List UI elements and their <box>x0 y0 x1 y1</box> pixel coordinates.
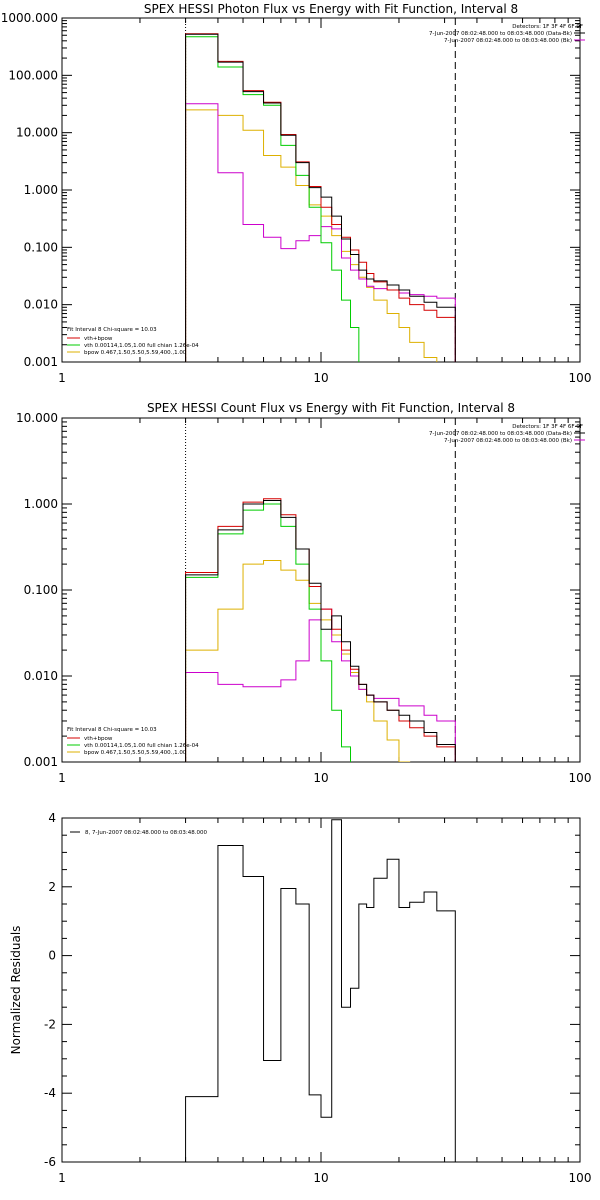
photon-fit-model-label: vth+bpow <box>84 336 113 342</box>
x-tick-label: 1 <box>58 371 66 385</box>
x-tick-label: 100 <box>569 1171 592 1185</box>
series-vth-line <box>185 503 352 762</box>
photon-info-bk: 7-Jun-2007 08:02:48.000 to 08:03:48.000 … <box>444 38 572 44</box>
count-fit-bpow-label: bpow 0.467,1.50,5.50,5.59,400.,1.00 <box>84 750 187 756</box>
y-tick-label: -2 <box>44 1017 56 1031</box>
y-tick-label: 0.010 <box>24 669 58 683</box>
series-bk-line <box>185 608 456 762</box>
x-tick-label: 10 <box>313 771 328 785</box>
y-tick-label: 0.100 <box>24 240 58 254</box>
residuals-legend: 8, 7-Jun-2007 08:02:48.000 to 08:03:48.0… <box>70 830 208 836</box>
y-tick-label: 0 <box>48 949 56 963</box>
y-tick-label: 4 <box>48 811 56 825</box>
y-tick-label: 10.000 <box>16 411 58 425</box>
series-model-line <box>185 33 456 362</box>
y-tick-label: -6 <box>44 1155 56 1169</box>
x-tick-label: 100 <box>569 371 592 385</box>
photon-panel-title: SPEX HESSI Photon Flux vs Energy with Fi… <box>144 2 518 16</box>
x-tick-label: 10 <box>313 1171 328 1185</box>
residuals-axis-ticks: 1 10 100 -6 -4 -2 0 2 4 <box>44 811 591 1185</box>
series-model-line <box>185 498 456 762</box>
photon-fit-vth-label: vth 0.00114,1.05,1.00 full chian 1.26e-0… <box>84 343 199 349</box>
y-tick-label: 100.000 <box>8 68 58 82</box>
photon-info-legend: Detectors: 1F 3F 4F 6F 9F 7-Jun-2007 08:… <box>429 24 585 44</box>
count-info-detectors: Detectors: 1F 3F 4F 6F 9F <box>512 424 583 430</box>
residuals-panel: Normalized Residuals 1 10 100 -6 -4 -2 0 2 4 8, … <box>9 811 591 1185</box>
photon-fit-bpow-label: bpow 0.467,1.50,5.50,5.59,400.,1.00 <box>84 350 187 356</box>
photon-flux-panel: SPEX HESSI Photon Flux vs Energy with Fi… <box>1 2 592 385</box>
y-tick-label: 0.001 <box>24 355 58 369</box>
count-flux-panel: SPEX HESSI Count Flux vs Energy with Fit… <box>16 401 591 785</box>
photon-fit-title: Fit Interval 8 Chi-square = 10.03 <box>67 327 157 333</box>
y-tick-label: 0.010 <box>24 298 58 312</box>
residuals-line <box>185 819 456 1162</box>
count-info-databk: 7-Jun-2007 08:02:48.000 to 08:03:48.000 … <box>429 431 572 437</box>
count-axis-ticks: 1 10 100 0.001 0.010 0.100 1.000 10.000 <box>16 411 591 785</box>
x-tick-label: 100 <box>569 771 592 785</box>
count-info-bk: 7-Jun-2007 08:02:48.000 to 08:03:48.000 … <box>444 438 572 444</box>
x-tick-label: 1 <box>58 771 66 785</box>
count-fit-title: Fit Interval 8 Chi-square = 10.03 <box>67 727 157 733</box>
y-tick-label: 2 <box>48 880 56 894</box>
y-tick-label: 1.000 <box>24 183 58 197</box>
x-tick-label: 10 <box>313 371 328 385</box>
series-vth-line <box>185 36 360 362</box>
series-total-line <box>185 33 456 362</box>
photon-info-databk: 7-Jun-2007 08:02:48.000 to 08:03:48.000 … <box>429 31 572 37</box>
series-bpow-line <box>185 560 411 762</box>
residuals-legend-label: 8, 7-Jun-2007 08:02:48.000 to 08:03:48.0… <box>85 830 208 836</box>
count-info-legend: Detectors: 1F 3F 4F 6F 9F 7-Jun-2007 08:… <box>429 424 585 444</box>
y-tick-label: 0.001 <box>24 755 58 769</box>
y-tick-label: 1000.000 <box>1 11 58 25</box>
residuals-y-axis-label: Normalized Residuals <box>9 926 23 1055</box>
count-panel-title: SPEX HESSI Count Flux vs Energy with Fit… <box>147 401 515 415</box>
y-tick-label: 1.000 <box>24 497 58 511</box>
photon-fit-legend: Fit Interval 8 Chi-square = 10.03 vth+bp… <box>67 327 199 356</box>
y-tick-label: 0.100 <box>24 583 58 597</box>
photon-info-detectors: Detectors: 1F 3F 4F 6F 9F <box>512 24 583 30</box>
series-total-line <box>185 499 456 762</box>
y-tick-label: 10.000 <box>16 126 58 140</box>
series-bk-line <box>185 103 456 362</box>
series-bpow-line <box>185 109 438 362</box>
y-tick-label: -4 <box>44 1086 56 1100</box>
count-fit-vth-label: vth 0.00114,1.05,1.00 full chian 1.26e-0… <box>84 743 199 749</box>
x-tick-label: 1 <box>58 1171 66 1185</box>
count-fit-legend: Fit Interval 8 Chi-square = 10.03 vth+bp… <box>67 727 199 756</box>
count-fit-model-label: vth+bpow <box>84 736 113 742</box>
